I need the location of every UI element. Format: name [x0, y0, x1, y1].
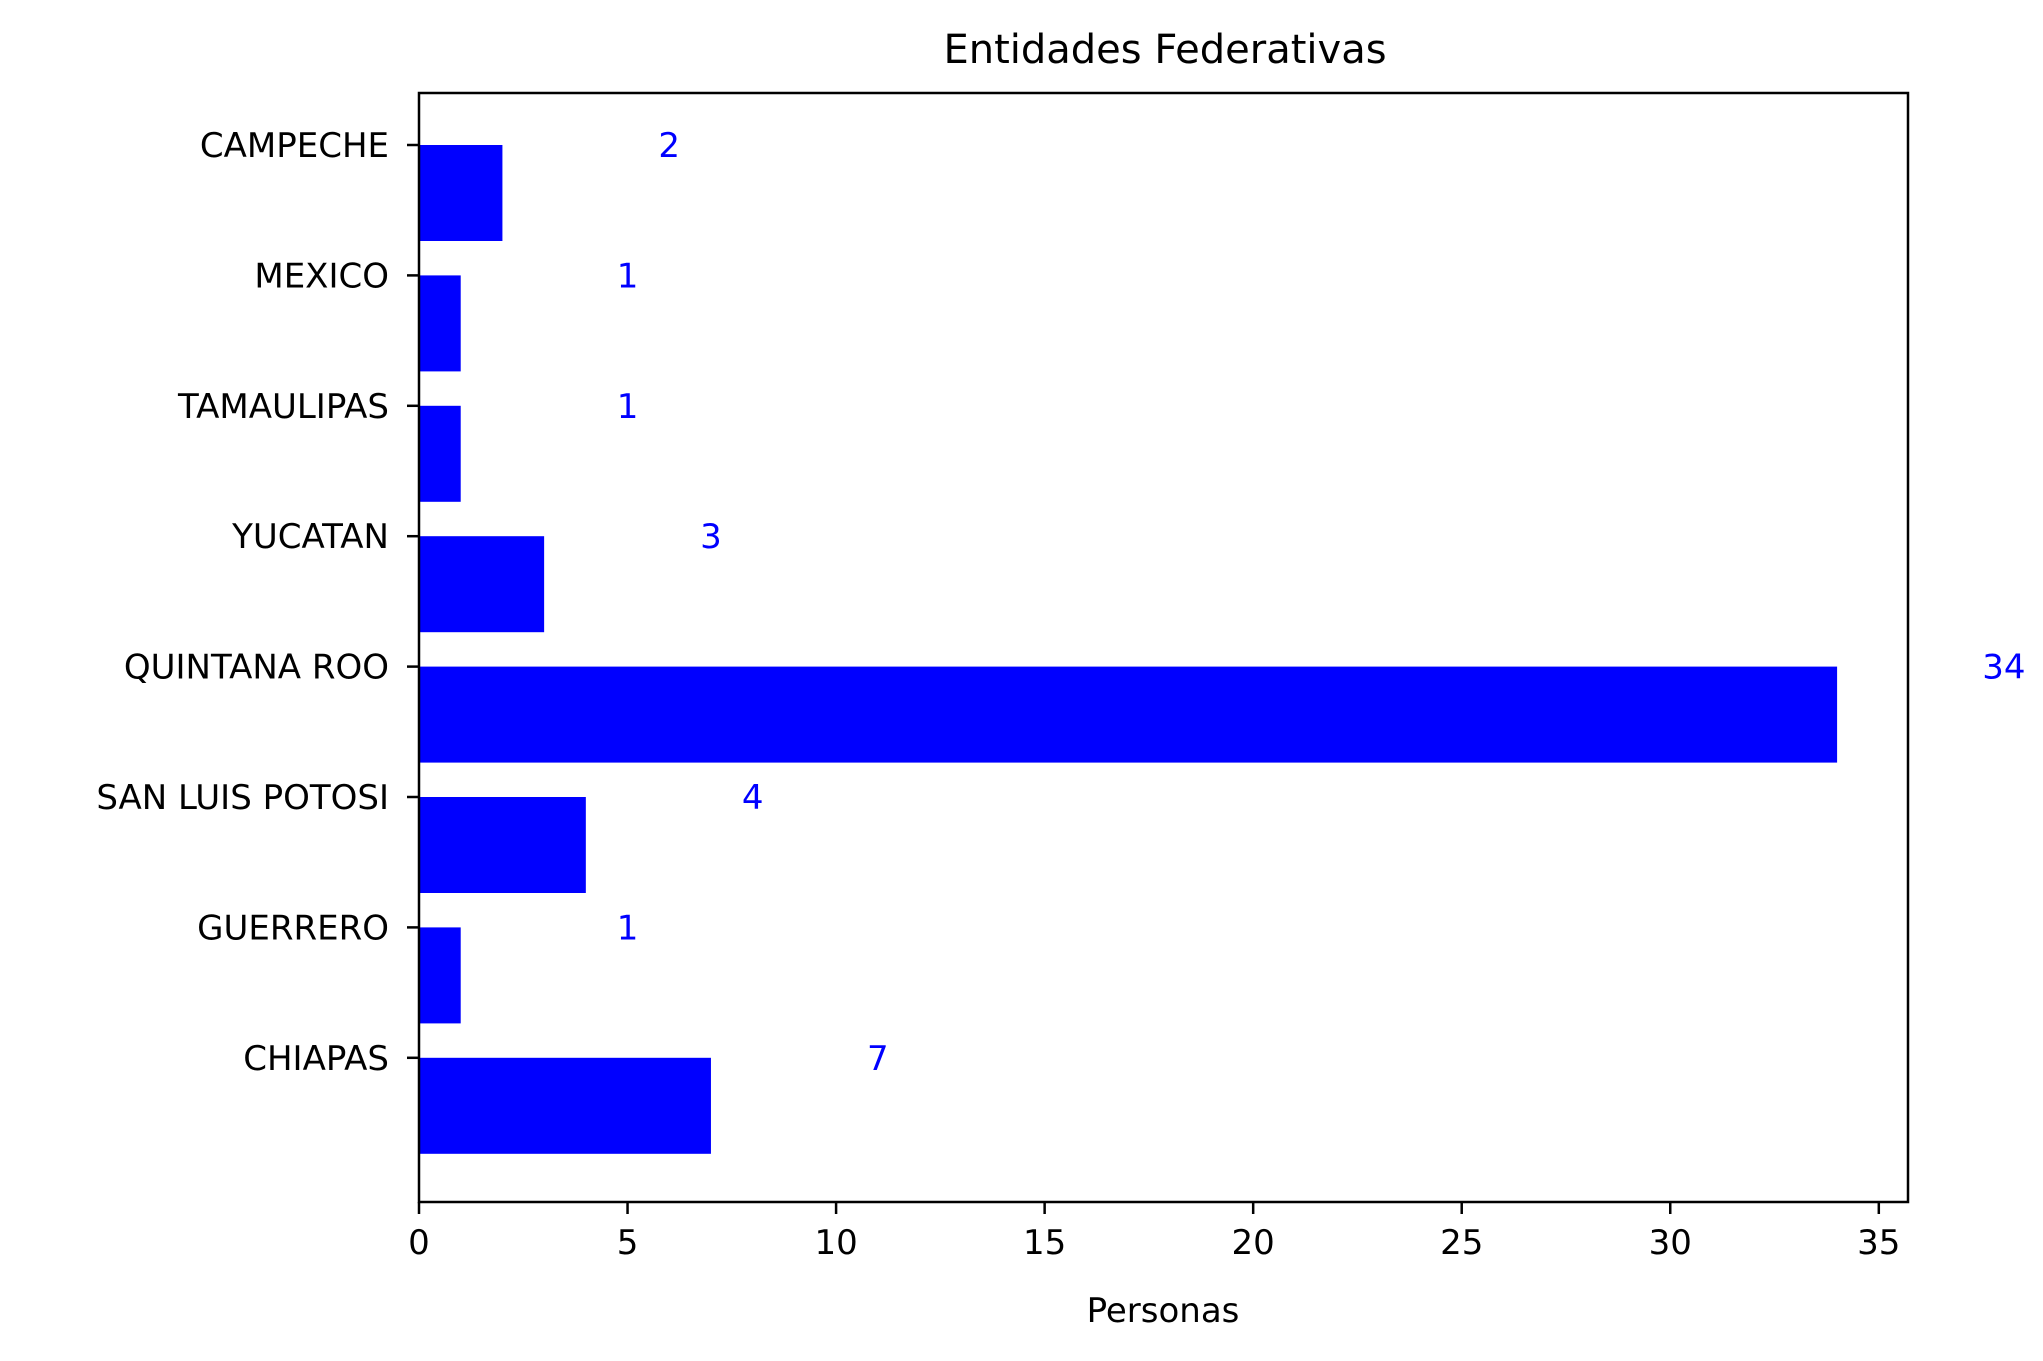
bar-value-label: 3: [700, 517, 722, 557]
plot-frame: [417, 91, 1910, 1204]
y-tick-label: YUCATAN: [231, 517, 389, 557]
y-tick-label: CAMPECHE: [200, 126, 389, 166]
x-tick-label: 5: [617, 1223, 639, 1263]
bar-value-label: 1: [617, 387, 639, 427]
bar-value-label: 1: [617, 908, 639, 948]
bar: [419, 405, 461, 502]
bar: [419, 536, 545, 633]
y-tick-label: MEXICO: [254, 256, 389, 296]
y-tick-label: SAN LUIS POTOSI: [96, 778, 389, 818]
bar-value-label: 7: [867, 1039, 889, 1079]
x-tick-label: 15: [1023, 1223, 1066, 1263]
bar: [419, 927, 461, 1024]
y-tick-label: TAMAULIPAS: [177, 387, 389, 427]
bars-group: [419, 145, 1838, 1154]
x-tick-label: 20: [1232, 1223, 1275, 1263]
y-tick-label: QUINTANA ROO: [124, 648, 389, 688]
x-tick-label: 10: [814, 1223, 857, 1263]
bar: [419, 145, 503, 241]
bar: [419, 275, 461, 372]
x-tick-label: 25: [1440, 1223, 1483, 1263]
x-tick-label: 0: [408, 1223, 430, 1263]
x-axis-label: Personas: [1087, 1291, 1240, 1331]
bar: [419, 666, 1838, 763]
y-tick-label: CHIAPAS: [243, 1039, 389, 1079]
chart-title: Entidades Federativas: [943, 27, 1386, 73]
y-tick-label: GUERRERO: [197, 908, 389, 948]
x-axis: 0 5 10 15 20 25 30 35: [408, 1202, 1900, 1263]
value-labels-group: 2 1 1 3 34 4 1 7: [617, 126, 2026, 1079]
bar: [419, 797, 586, 893]
x-tick-label: 30: [1649, 1223, 1692, 1263]
bar-value-label: 2: [658, 126, 680, 166]
bar: [419, 1057, 711, 1154]
y-axis: CAMPECHE MEXICO TAMAULIPAS YUCATAN QUINTANA …: [96, 126, 419, 1079]
bar-value-label: 34: [1982, 648, 2025, 688]
bar-value-label: 4: [742, 778, 764, 818]
x-tick-label: 35: [1857, 1223, 1900, 1263]
bar-value-label: 1: [617, 256, 639, 296]
